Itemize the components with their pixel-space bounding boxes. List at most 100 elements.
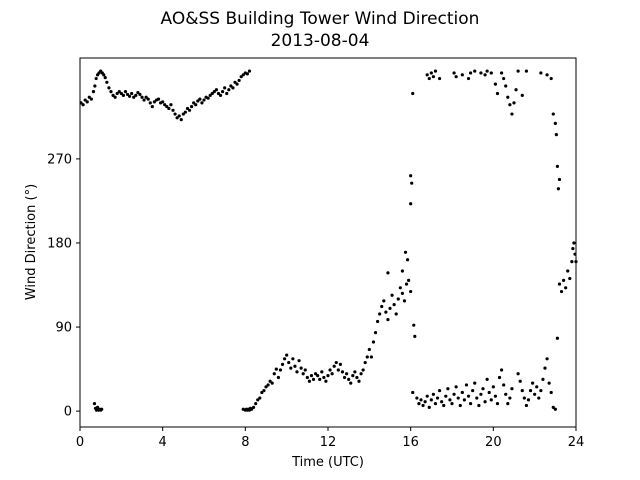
- data-point: [411, 390, 415, 395]
- data-point: [390, 293, 394, 297]
- data-point: [280, 362, 285, 367]
- data-point: [378, 312, 382, 316]
- data-point: [497, 375, 502, 380]
- data-point: [92, 402, 97, 406]
- data-point: [495, 402, 500, 406]
- data-point: [95, 405, 100, 409]
- data-point: [450, 402, 454, 406]
- data-point: [410, 181, 414, 185]
- data-point: [303, 368, 307, 372]
- data-point: [489, 398, 493, 402]
- data-point: [169, 103, 173, 107]
- data-point: [452, 71, 456, 75]
- data-point: [369, 355, 373, 359]
- data-point: [237, 78, 241, 83]
- data-point: [462, 398, 466, 402]
- data-point: [351, 374, 355, 378]
- data-point: [500, 71, 504, 75]
- data-point: [483, 73, 487, 77]
- data-point: [386, 317, 390, 322]
- data-point: [218, 93, 223, 97]
- data-point: [539, 388, 543, 393]
- data-point: [520, 93, 524, 97]
- data-point: [314, 372, 318, 376]
- data-point: [297, 359, 301, 363]
- data-point: [554, 133, 558, 137]
- data-point: [125, 92, 130, 97]
- data-point: [549, 76, 553, 81]
- data-point: [506, 95, 510, 99]
- data-point: [365, 355, 369, 359]
- data-point: [438, 76, 442, 81]
- data-point: [502, 76, 506, 81]
- data-point: [229, 84, 233, 88]
- data-point: [392, 303, 396, 307]
- data-point: [471, 388, 475, 393]
- x-tick-label: 24: [568, 435, 585, 450]
- data-point: [514, 88, 518, 92]
- data-point: [412, 323, 416, 327]
- data-point: [200, 101, 204, 105]
- data-point: [196, 99, 200, 103]
- x-tick-label: 4: [159, 435, 167, 450]
- data-point: [456, 396, 460, 400]
- data-point: [175, 116, 179, 120]
- data-point: [524, 403, 529, 408]
- x-tick-label: 8: [241, 435, 249, 450]
- data-point: [431, 392, 435, 396]
- data-point: [452, 392, 456, 396]
- data-point: [533, 392, 537, 396]
- data-point: [504, 392, 508, 396]
- data-point: [553, 407, 557, 411]
- data-point: [115, 91, 119, 96]
- data-point: [559, 289, 564, 294]
- data-point: [270, 381, 274, 385]
- data-point: [528, 388, 533, 393]
- data-point: [479, 392, 483, 396]
- x-tick-label: 12: [320, 435, 337, 450]
- data-point: [324, 379, 328, 383]
- data-point: [347, 377, 351, 381]
- data-point: [551, 112, 555, 116]
- data-point: [512, 101, 516, 105]
- data-point: [423, 400, 427, 404]
- data-point: [409, 289, 413, 294]
- data-point: [444, 394, 448, 398]
- data-point: [570, 260, 574, 264]
- data-point: [138, 92, 142, 97]
- data-point: [504, 84, 508, 88]
- data-point: [187, 108, 192, 112]
- data-point: [301, 372, 305, 376]
- data-point: [535, 385, 539, 389]
- data-point: [469, 71, 473, 75]
- data-point: [307, 379, 311, 383]
- data-point: [83, 98, 87, 102]
- data-point: [454, 385, 458, 389]
- data-point: [483, 400, 487, 404]
- data-point: [493, 82, 497, 86]
- data-point: [254, 402, 258, 406]
- x-tick-label: 0: [76, 435, 84, 450]
- data-point: [192, 101, 196, 105]
- data-point: [531, 381, 535, 385]
- x-tick-label: 20: [485, 435, 502, 450]
- data-point: [144, 95, 148, 99]
- data-point: [526, 398, 531, 402]
- data-point: [111, 93, 115, 97]
- data-point: [479, 71, 483, 75]
- data-point: [485, 377, 489, 381]
- data-point: [547, 381, 551, 385]
- data-point: [425, 73, 429, 77]
- data-point: [208, 93, 212, 97]
- data-point: [562, 278, 566, 282]
- data-point: [466, 76, 471, 81]
- y-tick-label: 0: [64, 405, 72, 420]
- data-point: [233, 80, 237, 84]
- data-point: [316, 374, 320, 378]
- data-point: [81, 103, 85, 107]
- data-point: [516, 372, 520, 376]
- x-axis-label: Time (UTC): [291, 455, 364, 470]
- data-point: [322, 375, 326, 380]
- data-point: [94, 76, 98, 81]
- data-point: [264, 385, 268, 389]
